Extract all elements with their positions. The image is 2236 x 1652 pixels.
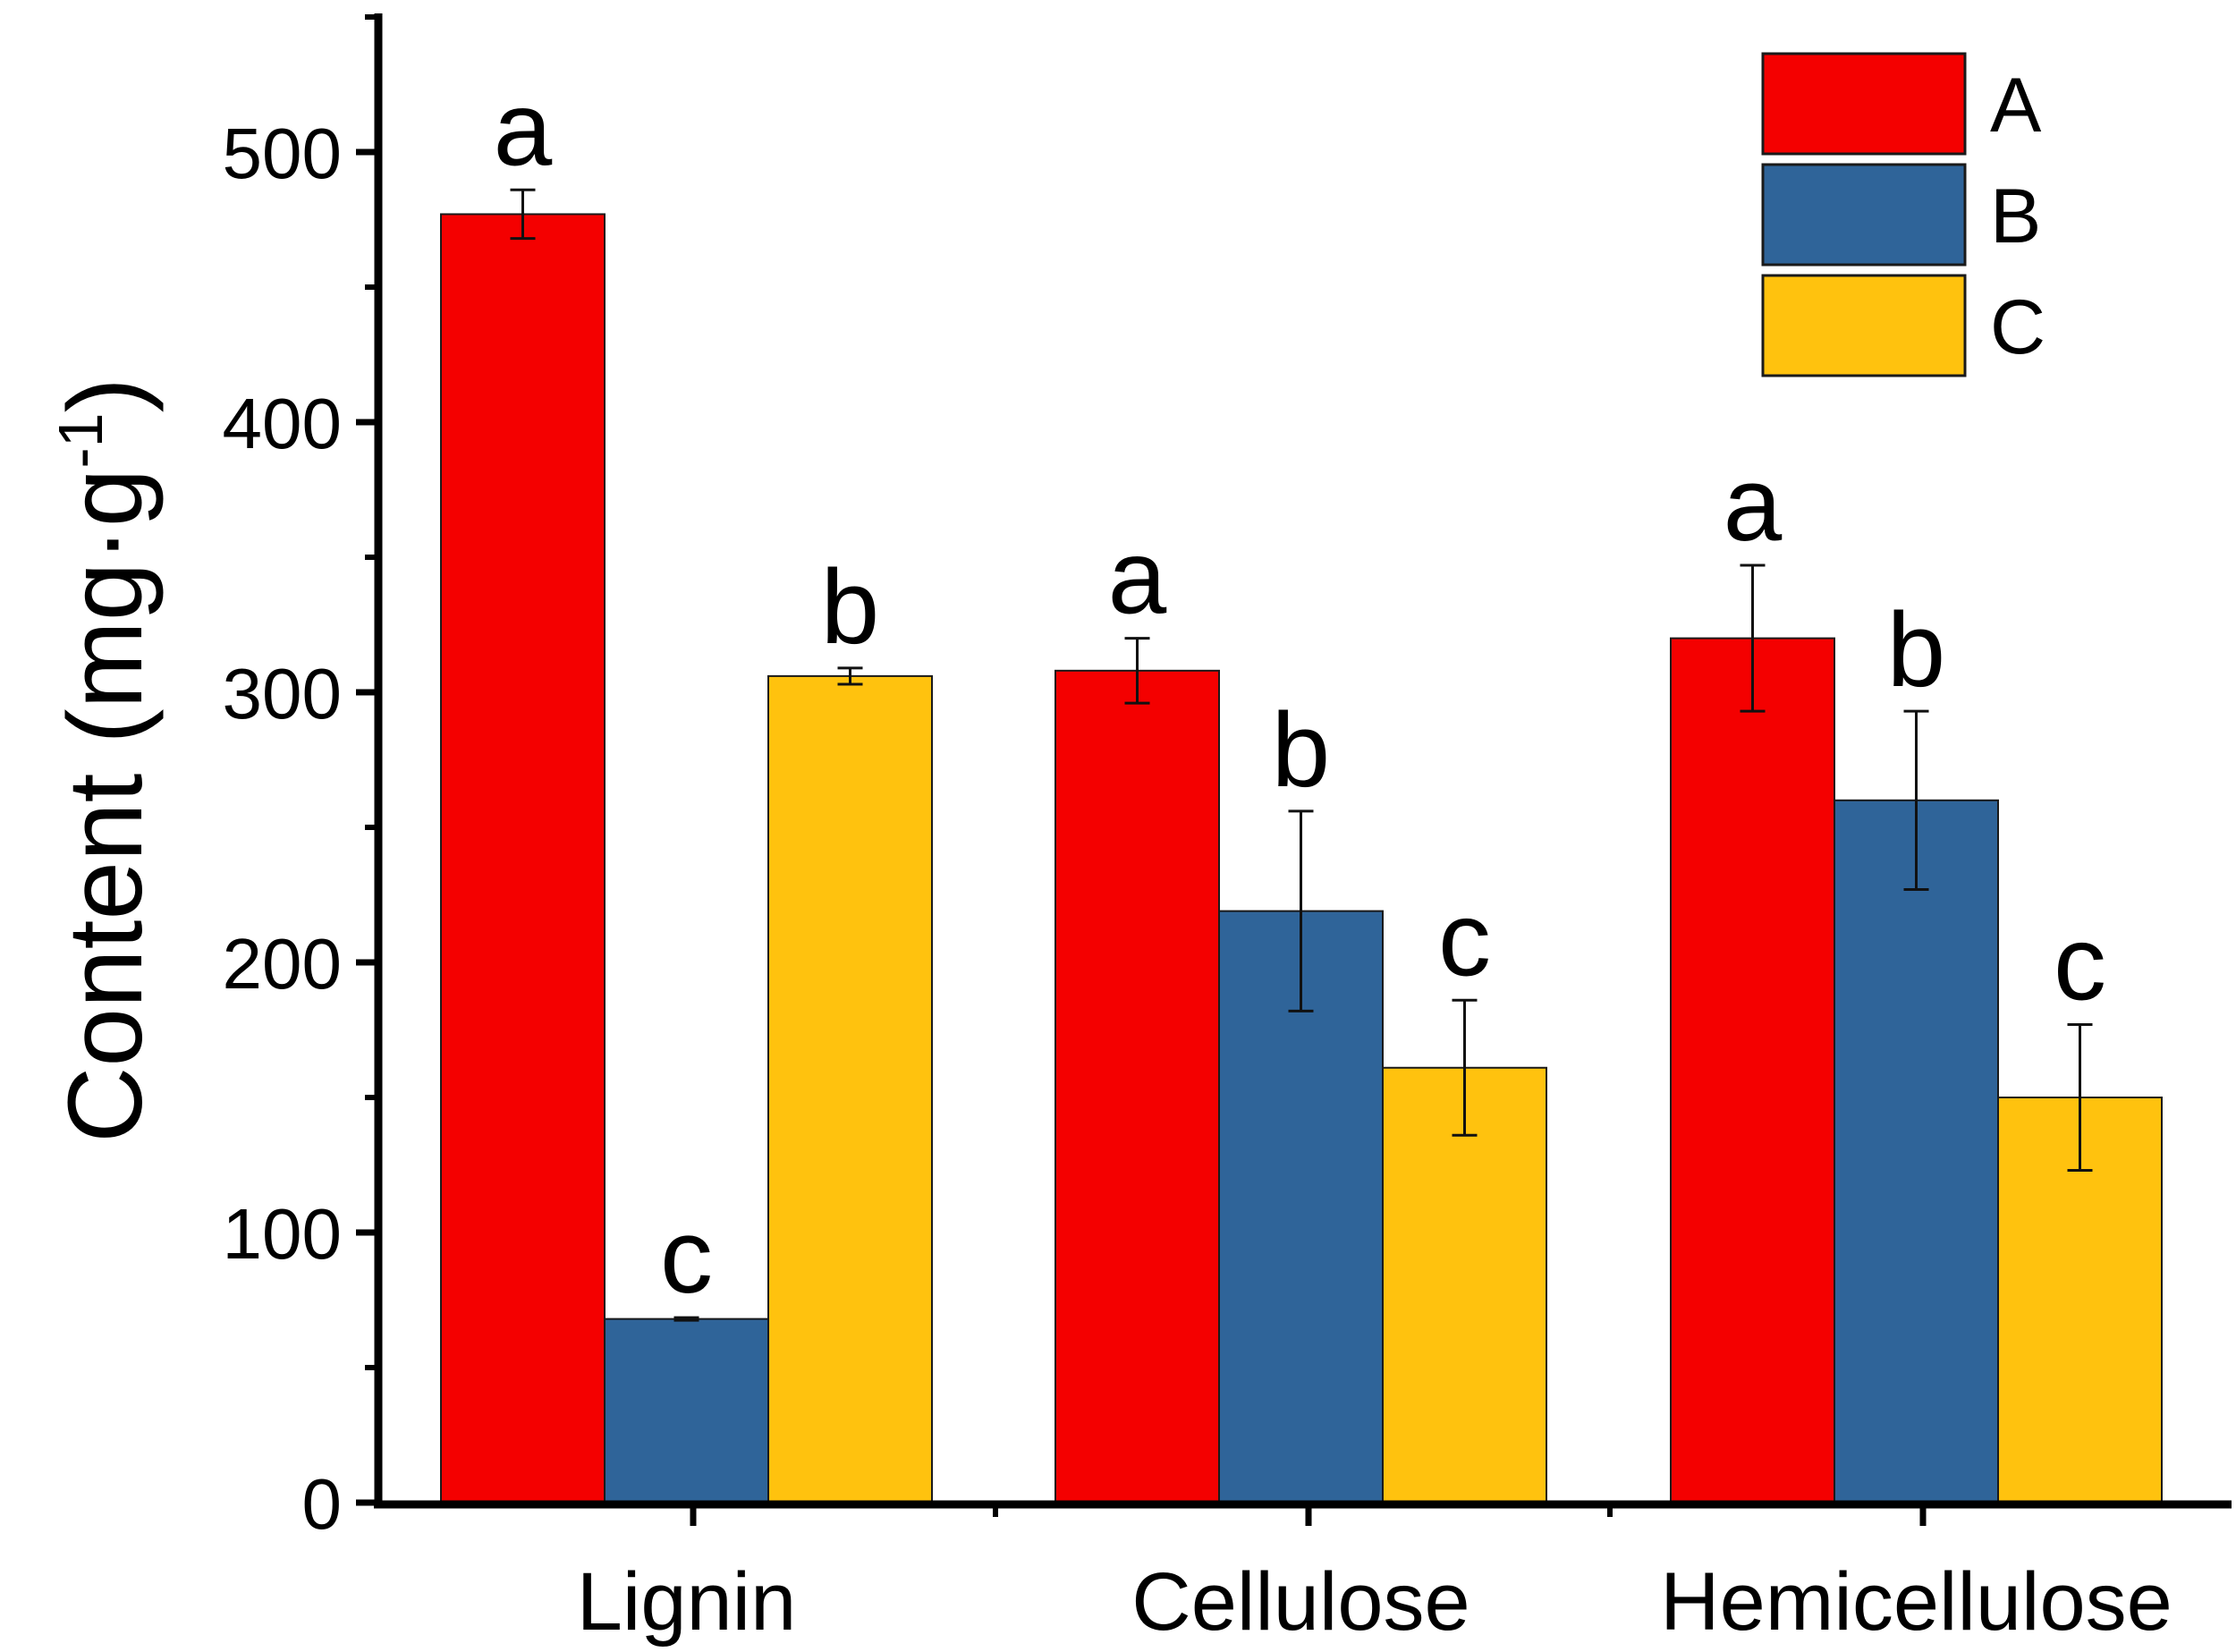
y-tick-label-400: 400 <box>223 384 342 463</box>
y-tick-label-200: 200 <box>223 924 342 1004</box>
y-tick-label-500: 500 <box>223 114 342 193</box>
significance-letter-cellulose-a: a <box>1108 519 1167 637</box>
x-tick-label-hemicellulose: Hemicellulose <box>1660 1556 2172 1648</box>
significance-letter-lignin-c: b <box>821 548 880 666</box>
y-axis-title-main: Content (mg·g <box>47 469 165 1143</box>
bar-lignin-a <box>440 213 606 1504</box>
significance-letter-lignin-b: c <box>660 1198 713 1316</box>
legend-swatch-c <box>1761 274 1967 377</box>
significance-letter-cellulose-c: c <box>1438 880 1491 998</box>
bar-lignin-b <box>604 1317 769 1504</box>
legend-swatch-b <box>1761 163 1967 267</box>
bar-lignin-c <box>767 674 933 1504</box>
significance-letter-hemicellulose-b: b <box>1887 591 1946 709</box>
y-ticks-layer: 0 100 200 300 400 500 <box>223 14 378 1544</box>
significance-letter-hemicellulose-a: a <box>1724 445 1783 563</box>
significance-letter-hemicellulose-c: c <box>2054 904 2106 1022</box>
y-tick-label-0: 0 <box>302 1464 343 1544</box>
x-tick-label-cellulose: Cellulose <box>1131 1556 1469 1648</box>
y-axis-title: Content (mg·g-1) <box>46 377 165 1143</box>
bars-layer <box>440 213 2163 1504</box>
y-axis-title-suffix: ) <box>47 377 165 412</box>
y-tick-label-300: 300 <box>223 654 342 733</box>
legend-swatch-a <box>1761 52 1967 156</box>
legend-label-c: C <box>1990 284 2045 370</box>
bar-hemicellulose-b <box>1834 799 1999 1504</box>
legend: ABC <box>1761 52 2045 377</box>
significance-letter-cellulose-b: b <box>1272 691 1331 809</box>
y-tick-label-100: 100 <box>223 1194 342 1274</box>
y-axis-title-superscript: -1 <box>46 412 115 468</box>
legend-label-a: A <box>1990 63 2042 148</box>
bar-cellulose-a <box>1054 669 1220 1504</box>
legend-label-b: B <box>1990 174 2041 259</box>
bar-cellulose-c <box>1382 1066 1547 1504</box>
error-bars-layer <box>510 188 2093 1322</box>
x-ticks-layer: Lignin Cellulose Hemicellulose <box>577 1503 2172 1648</box>
x-tick-label-lignin: Lignin <box>577 1556 797 1648</box>
bar-hemicellulose-a <box>1670 637 1835 1504</box>
significance-letter-lignin-a: a <box>494 70 553 188</box>
